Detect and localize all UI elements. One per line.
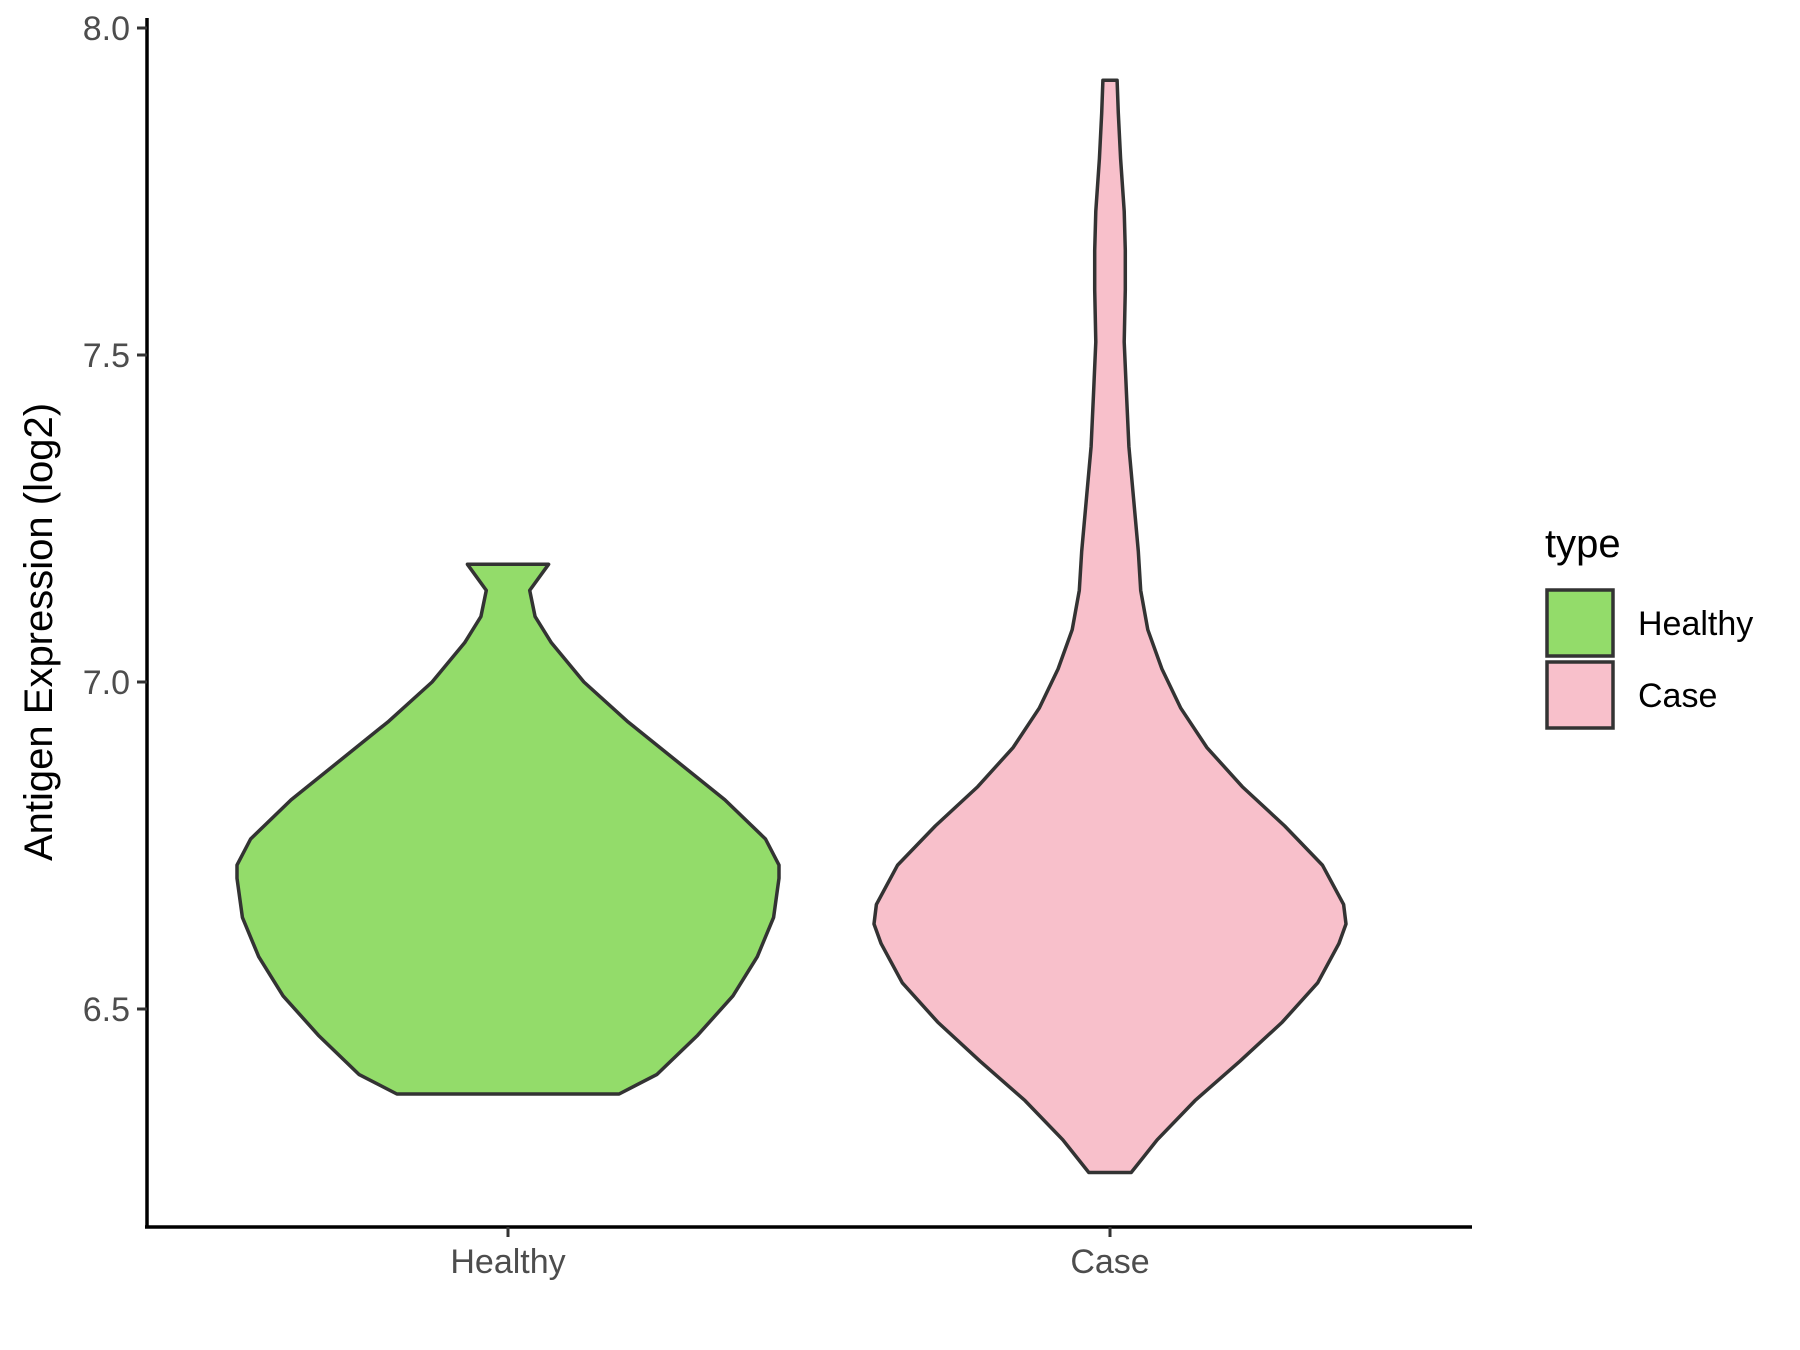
violins-layer <box>235 78 1348 1175</box>
violin-case <box>872 78 1348 1175</box>
y-tick-label: 7.5 <box>83 337 130 375</box>
x-tick-label: Case <box>1070 1243 1149 1281</box>
legend-key-healthy <box>1545 588 1615 658</box>
x-tick-label: Healthy <box>450 1243 565 1281</box>
ticks-layer: 6.5 7.0 7.5 8.0 Healthy Case <box>83 10 1150 1281</box>
axes-layer <box>145 18 1472 1229</box>
y-tick-label: 6.5 <box>83 991 130 1029</box>
legend-label-case: Case <box>1638 677 1717 715</box>
violin-healthy <box>235 562 781 1096</box>
legend: type Healthy Case <box>1545 522 1753 730</box>
y-tick-label: 7.0 <box>83 664 130 702</box>
y-axis-title: Antigen Expression (log2) <box>17 403 61 861</box>
legend-key-case <box>1545 660 1615 730</box>
legend-title: type <box>1545 522 1621 566</box>
y-tick-label: 8.0 <box>83 10 130 48</box>
legend-label-healthy: Healthy <box>1638 605 1753 643</box>
